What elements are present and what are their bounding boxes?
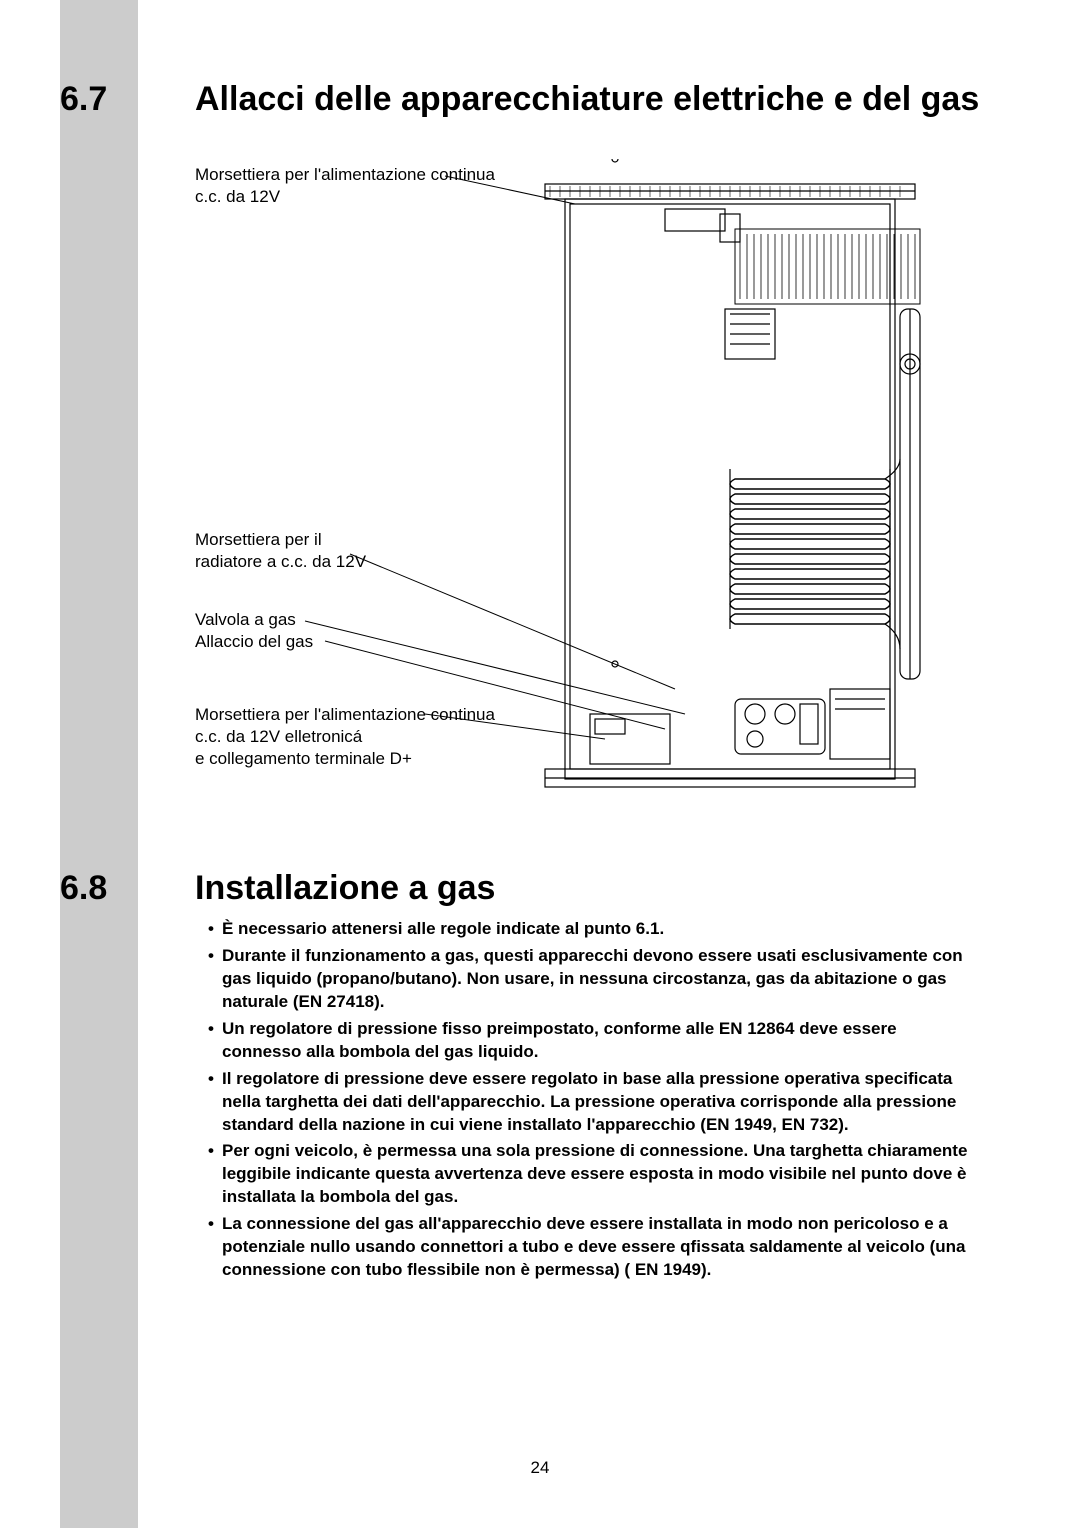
bullet-item: Il regolatore di pressione deve essere r… [208, 1068, 968, 1137]
bullet-item: Un regolatore di pressione fisso preimpo… [208, 1018, 968, 1064]
bullet-item: È necessario attenersi alle regole indic… [208, 918, 968, 941]
bullet-item: Per ogni veicolo, è permessa una sola pr… [208, 1140, 968, 1209]
page-number: 24 [0, 1458, 1080, 1478]
section-number-67: 6.7 [60, 80, 195, 119]
fridge-diagram [535, 159, 935, 799]
label-valvola: Valvola a gas [195, 609, 495, 631]
bullet-item: La connessione del gas all'apparecchio d… [208, 1213, 968, 1282]
section-title-67: Allacci delle apparecchiature elettriche… [195, 80, 979, 119]
label-allaccio: Allaccio del gas [195, 631, 495, 653]
section-title-68: Installazione a gas [195, 869, 495, 908]
label-morsettiera-alim: Morsettiera per l'alimentazione continua… [195, 164, 495, 208]
label-morsettiera-rad: Morsettiera per il radiatore a c.c. da 1… [195, 529, 495, 573]
bullets-list: È necessario attenersi alle regole indic… [208, 918, 968, 1282]
section-number-68: 6.8 [60, 869, 195, 908]
bullet-item: Durante il funzionamento a gas, questi a… [208, 945, 968, 1014]
label-morsettiera-elet: Morsettiera per l'alimentazione continua… [195, 704, 495, 770]
diagram-area: Morsettiera per l'alimentazione continua… [195, 159, 955, 809]
